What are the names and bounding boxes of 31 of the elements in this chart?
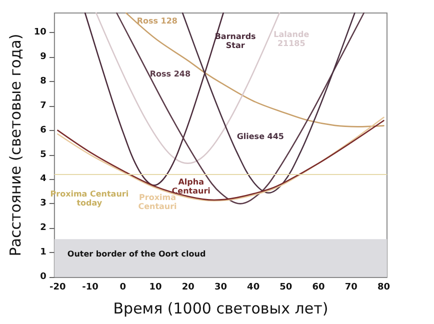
x-tick-label: 40 <box>247 282 260 292</box>
x-tick-label: -10 <box>82 282 98 292</box>
y-tick-label: 10 <box>34 28 46 38</box>
y-tick-label: 0 <box>40 272 46 282</box>
x-tick-label: 30 <box>214 282 227 292</box>
x-tick-label: 80 <box>377 282 390 292</box>
y-axis-title: Расстояние (световые года) <box>6 34 24 256</box>
y-tick-label: 7 <box>40 100 46 111</box>
series-label: Proxima Centauri <box>138 192 178 211</box>
band-label: Outer border of the Oort cloud <box>67 250 206 259</box>
series-label: Ross 128 <box>136 16 178 26</box>
series-label: Ross 248 <box>150 70 191 79</box>
y-tick-label: 5 <box>40 150 46 160</box>
x-tick-label: 50 <box>280 282 292 292</box>
series-label: Gliese 445 <box>236 132 284 141</box>
x-tick-label: 0 <box>120 282 126 292</box>
y-tick-label: 1 <box>40 248 46 258</box>
x-tick-label: 70 <box>344 282 358 292</box>
y-tick-label: 2 <box>40 223 46 234</box>
x-axis-title: Время (1000 световых лет) <box>113 300 328 318</box>
x-tick-label: 10 <box>149 282 162 292</box>
line-series <box>126 12 384 128</box>
x-tick-label: -20 <box>50 282 66 292</box>
y-tick-label: 3 <box>40 198 46 209</box>
y-tick-label: 9 <box>40 52 46 62</box>
x-tick-label: 20 <box>182 282 194 292</box>
y-tick-label: 4 <box>40 174 46 184</box>
x-tick-label: 60 <box>312 282 325 292</box>
series-label: Alpha Centauri <box>172 177 211 196</box>
y-tick-label: 8 <box>40 76 46 86</box>
y-tick-label: 6 <box>40 125 46 136</box>
